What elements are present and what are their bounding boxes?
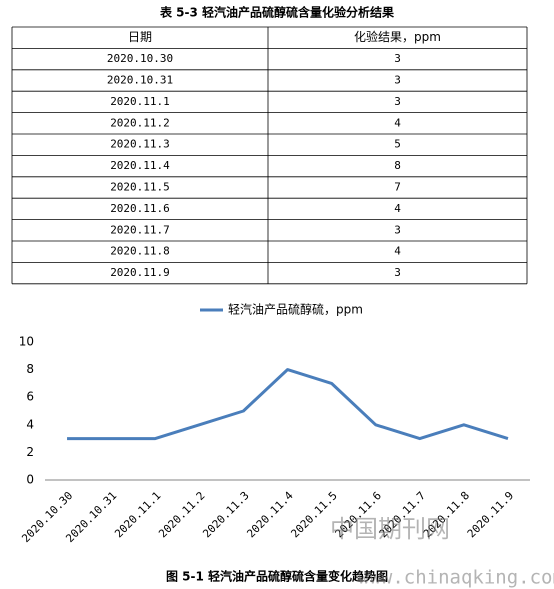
table-cell: 2020.11.5	[110, 181, 170, 194]
table-cell: 2020.11.1	[110, 95, 170, 108]
y-tick-label: 2	[26, 445, 34, 459]
table-header: 化验结果，ppm	[354, 29, 441, 44]
table-cell: 2020.11.4	[110, 159, 170, 172]
table-cell: 2020.11.3	[110, 138, 170, 151]
table-cell: 2020.10.31	[107, 74, 173, 87]
y-tick-label: 0	[26, 473, 34, 487]
table-cell: 3	[394, 52, 401, 65]
table-cell: 2020.11.6	[110, 202, 170, 215]
watermark: www.chinaqking.com	[358, 567, 554, 589]
table-title: 表 5-3 轻汽油产品硫醇硫含量化验分析结果	[159, 5, 394, 20]
table-cell: 3	[394, 74, 401, 87]
watermark: 中国期刊网	[330, 515, 450, 543]
y-tick-label: 4	[26, 417, 34, 431]
table-header: 日期	[128, 30, 152, 44]
table-cell: 2020.11.2	[110, 116, 170, 129]
x-tick-label: 2020.11.1	[112, 489, 163, 540]
table-cell: 2020.10.30	[107, 52, 173, 65]
table-cell: 3	[394, 266, 401, 279]
legend-label: 轻汽油产品硫醇硫，ppm	[228, 302, 363, 317]
data-line	[67, 368, 509, 441]
x-tick-label: 2020.11.3	[200, 489, 251, 540]
table-cell: 3	[394, 223, 401, 236]
y-tick-label: 6	[26, 390, 34, 404]
table-cell: 4	[394, 202, 401, 215]
table-cell: 4	[394, 245, 401, 258]
table-cell: 2020.11.8	[110, 245, 170, 258]
table-cell: 5	[394, 138, 401, 151]
table-cell: 3	[394, 95, 401, 108]
y-tick-label: 10	[19, 335, 34, 349]
figure-caption: 图 5-1 轻汽油产品硫醇硫含量变化趋势图	[166, 569, 388, 584]
x-tick-label: 2020.11.2	[156, 489, 207, 540]
x-tick-label: 2020.11.9	[465, 489, 516, 540]
table-cell: 8	[394, 159, 401, 172]
table-cell: 2020.11.7	[110, 223, 170, 236]
table-cell: 7	[394, 181, 401, 194]
x-tick-label: 2020.11.4	[244, 489, 296, 541]
y-tick-label: 8	[26, 362, 34, 376]
table-cell: 4	[394, 116, 401, 129]
table-cell: 2020.11.9	[110, 266, 170, 279]
